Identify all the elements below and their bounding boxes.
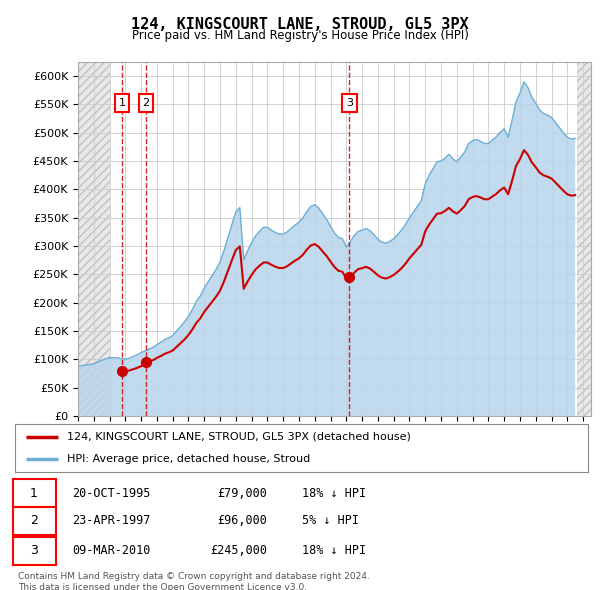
Text: 5% ↓ HPI: 5% ↓ HPI [302,514,359,527]
FancyBboxPatch shape [15,424,588,472]
Text: HPI: Average price, detached house, Stroud: HPI: Average price, detached house, Stro… [67,454,310,464]
Text: 18% ↓ HPI: 18% ↓ HPI [302,487,365,500]
Text: £96,000: £96,000 [217,514,267,527]
Text: 124, KINGSCOURT LANE, STROUD, GL5 3PX (detached house): 124, KINGSCOURT LANE, STROUD, GL5 3PX (d… [67,432,410,442]
Text: Price paid vs. HM Land Registry's House Price Index (HPI): Price paid vs. HM Land Registry's House … [131,30,469,42]
Text: 09-MAR-2010: 09-MAR-2010 [73,545,151,558]
Text: 23-APR-1997: 23-APR-1997 [73,514,151,527]
Text: 1: 1 [119,98,125,107]
Text: 124, KINGSCOURT LANE, STROUD, GL5 3PX: 124, KINGSCOURT LANE, STROUD, GL5 3PX [131,17,469,31]
FancyBboxPatch shape [13,479,56,507]
Text: 3: 3 [30,545,38,558]
Text: £245,000: £245,000 [210,545,267,558]
Text: 2: 2 [30,514,38,527]
Text: 2: 2 [142,98,149,107]
Text: Contains HM Land Registry data © Crown copyright and database right 2024.
This d: Contains HM Land Registry data © Crown c… [18,572,370,590]
Text: 18% ↓ HPI: 18% ↓ HPI [302,545,365,558]
Polygon shape [78,62,110,416]
FancyBboxPatch shape [13,537,56,565]
Text: 1: 1 [30,487,38,500]
Text: £79,000: £79,000 [217,487,267,500]
FancyBboxPatch shape [13,507,56,535]
Polygon shape [577,62,591,416]
Text: 3: 3 [346,98,353,107]
Text: 20-OCT-1995: 20-OCT-1995 [73,487,151,500]
